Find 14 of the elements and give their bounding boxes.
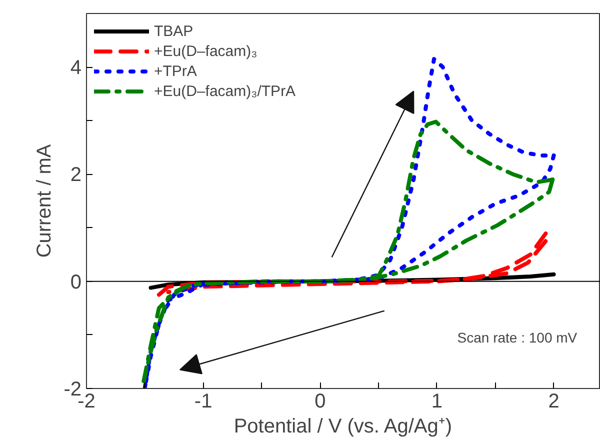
x-axis-title: Potential / V (vs. Ag/Ag⁺) xyxy=(234,416,452,438)
y-tick-label: 2 xyxy=(70,164,82,186)
legend-label: TBAP xyxy=(154,22,194,40)
y-axis-title: Current / mA xyxy=(34,144,56,258)
x-tick-label: 1 xyxy=(431,390,443,412)
x-tick-label: 0 xyxy=(314,390,326,412)
annotation: Scan rate : 100 mV xyxy=(457,330,578,346)
legend-label: +TPrA xyxy=(154,62,197,80)
y-tick-label: 4 xyxy=(70,57,82,80)
y-tick-label: 0 xyxy=(70,271,82,294)
legend-label: +Eu(D–facam)₃ xyxy=(154,42,258,60)
legend-label: +Eu(D–facam)₃/TPrA xyxy=(154,82,296,100)
x-tick-label: -1 xyxy=(194,390,212,412)
x-tick-label: 2 xyxy=(548,390,560,412)
